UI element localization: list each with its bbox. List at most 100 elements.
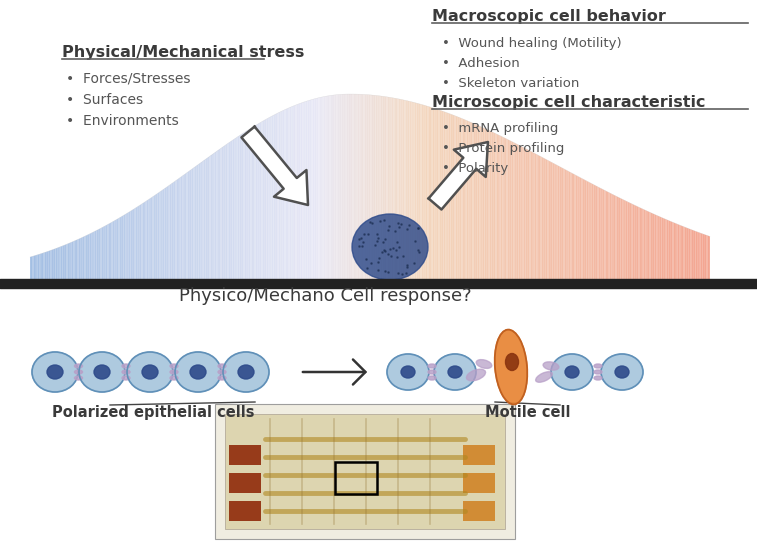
Polygon shape: [396, 99, 397, 279]
Polygon shape: [663, 218, 664, 279]
Polygon shape: [302, 102, 304, 279]
Ellipse shape: [594, 364, 602, 368]
Polygon shape: [521, 146, 523, 279]
Polygon shape: [96, 229, 98, 279]
Polygon shape: [288, 108, 290, 279]
Polygon shape: [266, 118, 268, 279]
Polygon shape: [182, 175, 183, 279]
Polygon shape: [203, 160, 204, 279]
Polygon shape: [523, 147, 524, 279]
Polygon shape: [295, 105, 297, 279]
Polygon shape: [664, 218, 665, 279]
Text: Physico/Mechano Cell response?: Physico/Mechano Cell response?: [179, 287, 472, 305]
Polygon shape: [382, 96, 384, 279]
Polygon shape: [120, 217, 121, 279]
Polygon shape: [693, 230, 694, 279]
Polygon shape: [633, 204, 634, 279]
Polygon shape: [167, 185, 169, 279]
Polygon shape: [446, 113, 448, 279]
Polygon shape: [223, 146, 224, 279]
Polygon shape: [487, 129, 489, 279]
Polygon shape: [600, 188, 602, 279]
Polygon shape: [119, 218, 120, 279]
Text: •  Environments: • Environments: [66, 114, 179, 128]
Ellipse shape: [94, 365, 110, 379]
Polygon shape: [605, 190, 606, 279]
Ellipse shape: [170, 376, 178, 380]
Polygon shape: [253, 126, 254, 279]
Polygon shape: [435, 109, 437, 279]
Ellipse shape: [218, 364, 226, 368]
Bar: [225, 414, 505, 529]
Polygon shape: [242, 133, 244, 279]
Polygon shape: [366, 95, 367, 279]
Polygon shape: [614, 195, 615, 279]
Polygon shape: [581, 178, 582, 279]
Polygon shape: [292, 106, 294, 279]
Polygon shape: [337, 95, 339, 279]
Ellipse shape: [170, 370, 178, 374]
Polygon shape: [46, 252, 47, 279]
Text: •  Wound healing (Motility): • Wound healing (Motility): [442, 37, 621, 50]
Polygon shape: [561, 167, 562, 279]
Polygon shape: [283, 110, 285, 279]
Polygon shape: [398, 99, 400, 279]
Polygon shape: [31, 256, 33, 279]
Polygon shape: [587, 181, 588, 279]
Polygon shape: [532, 152, 534, 279]
Polygon shape: [564, 169, 565, 279]
Polygon shape: [183, 174, 185, 279]
Polygon shape: [419, 104, 421, 279]
Polygon shape: [47, 251, 48, 279]
Polygon shape: [578, 177, 580, 279]
Polygon shape: [189, 170, 190, 279]
Polygon shape: [674, 222, 675, 279]
Ellipse shape: [238, 365, 254, 379]
Polygon shape: [684, 227, 686, 279]
Polygon shape: [67, 243, 69, 279]
Bar: [335, 462, 377, 494]
Ellipse shape: [551, 354, 593, 390]
Polygon shape: [188, 171, 189, 279]
Polygon shape: [623, 199, 625, 279]
Polygon shape: [656, 215, 657, 279]
Polygon shape: [307, 100, 309, 279]
Polygon shape: [304, 102, 305, 279]
Polygon shape: [585, 180, 587, 279]
Polygon shape: [491, 131, 493, 279]
Polygon shape: [444, 111, 445, 279]
Polygon shape: [705, 234, 706, 279]
Polygon shape: [691, 229, 693, 279]
Polygon shape: [139, 205, 140, 279]
Polygon shape: [110, 222, 112, 279]
Polygon shape: [234, 139, 235, 279]
Polygon shape: [550, 162, 551, 279]
Ellipse shape: [79, 352, 125, 392]
Polygon shape: [251, 127, 253, 279]
Polygon shape: [701, 233, 702, 279]
Polygon shape: [348, 94, 350, 279]
Polygon shape: [512, 141, 513, 279]
Polygon shape: [551, 162, 553, 279]
Polygon shape: [622, 199, 623, 279]
Polygon shape: [229, 142, 230, 279]
Polygon shape: [113, 221, 114, 279]
Polygon shape: [408, 101, 410, 279]
Polygon shape: [380, 96, 381, 279]
Polygon shape: [456, 116, 457, 279]
Polygon shape: [107, 224, 108, 279]
Polygon shape: [541, 157, 544, 279]
Polygon shape: [566, 170, 568, 279]
Polygon shape: [516, 144, 517, 279]
Polygon shape: [330, 95, 332, 279]
Polygon shape: [317, 98, 319, 279]
Polygon shape: [128, 212, 129, 279]
Polygon shape: [568, 171, 569, 279]
Polygon shape: [697, 232, 698, 279]
Polygon shape: [373, 95, 374, 279]
Polygon shape: [195, 166, 196, 279]
Polygon shape: [496, 134, 497, 279]
Polygon shape: [208, 157, 210, 279]
Polygon shape: [263, 120, 264, 279]
Polygon shape: [493, 132, 494, 279]
